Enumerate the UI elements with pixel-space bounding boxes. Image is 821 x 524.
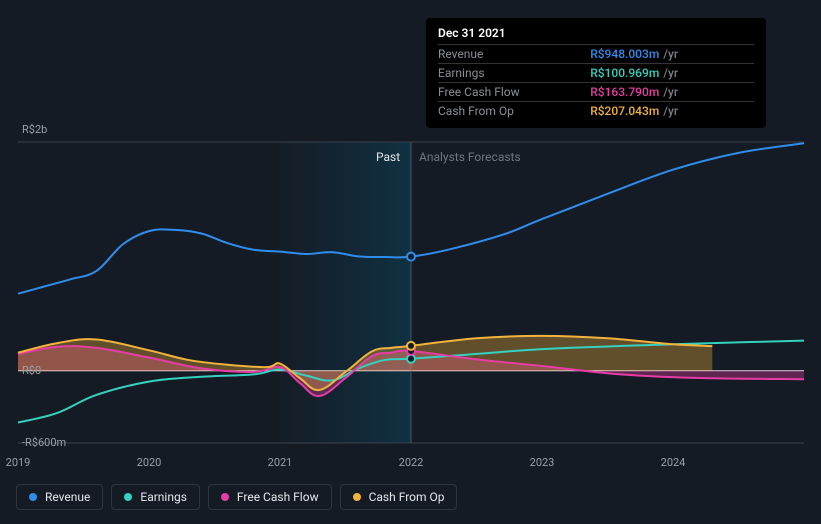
legend-item-fcf[interactable]: Free Cash Flow [208,484,332,510]
tooltip: Dec 31 2021RevenueR$948.003m/yrEarningsR… [426,18,766,128]
tooltip-row-value: R$948.003m/yr [590,45,754,64]
x-tick-label: 2019 [6,456,31,469]
tooltip-date: Dec 31 2021 [438,26,754,44]
legend-dot-icon [124,493,132,501]
tooltip-row: Free Cash FlowR$163.790m/yr [438,83,754,102]
y-tick-label: -R$600m [22,436,66,449]
tooltip-row: EarningsR$100.969m/yr [438,64,754,83]
tooltip-row-value: R$163.790m/yr [590,83,754,102]
marker-cfo [407,342,415,350]
legend-dot-icon [221,493,229,501]
legend-item-label: Revenue [45,490,90,504]
legend-item-cfo[interactable]: Cash From Op [340,484,458,510]
legend-item-earnings[interactable]: Earnings [111,484,200,510]
legend-item-label: Cash From Op [369,490,445,504]
past-label: Past [376,150,400,164]
y-tick-label: R$0 [22,364,41,377]
y-tick-label: R$2b [22,123,47,136]
x-tick-label: 2020 [137,456,162,469]
forecasts-label: Analysts Forecasts [419,150,521,164]
legend-dot-icon [29,493,37,501]
x-tick-label: 2022 [399,456,424,469]
legend: Revenue Earnings Free Cash Flow Cash From O… [16,484,457,510]
tooltip-row: RevenueR$948.003m/yr [438,45,754,64]
tooltip-row-value: R$207.043m/yr [590,102,754,121]
x-tick-label: 2024 [661,456,686,469]
legend-item-label: Earnings [140,490,187,504]
tooltip-row-value: R$100.969m/yr [590,64,754,83]
tooltip-row-label: Revenue [438,45,590,64]
marker-revenue [407,253,415,261]
past-highlight-band [280,142,411,443]
tooltip-row: Cash From OpR$207.043m/yr [438,102,754,121]
x-tick-label: 2021 [268,456,293,469]
tooltip-row-label: Free Cash Flow [438,83,590,102]
tooltip-row-label: Earnings [438,64,590,83]
tooltip-row-label: Cash From Op [438,102,590,121]
legend-item-revenue[interactable]: Revenue [16,484,103,510]
x-tick-label: 2023 [530,456,555,469]
legend-item-label: Free Cash Flow [237,490,319,504]
legend-dot-icon [353,493,361,501]
